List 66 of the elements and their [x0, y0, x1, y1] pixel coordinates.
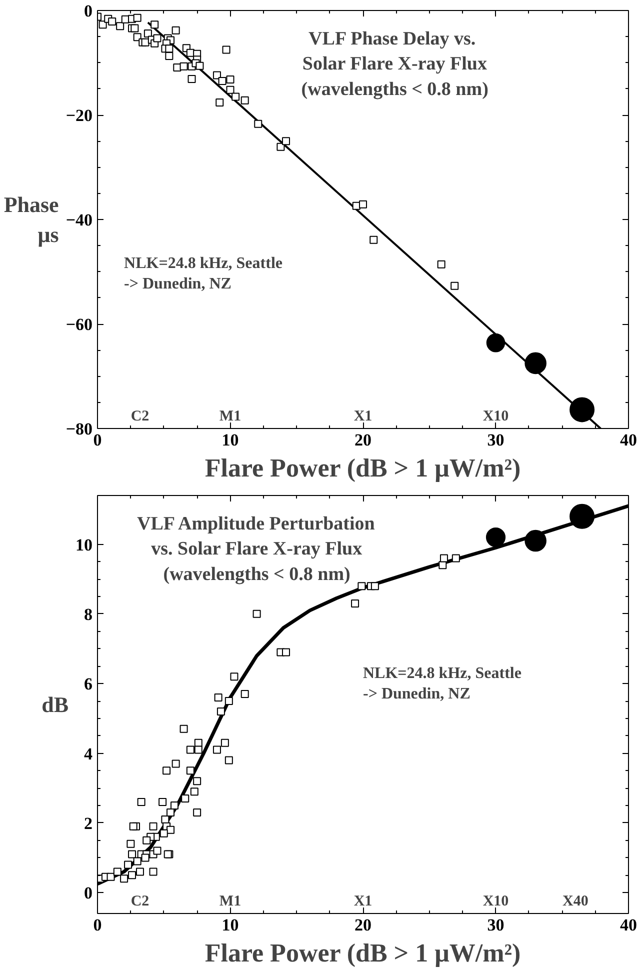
- point: [172, 26, 180, 34]
- text: VLF Phase Delay vs. Solar Flare X-ray Flux (wavelengths < 0.8 nm): [301, 28, 488, 100]
- text: VLF Amplitude Perturbation vs. Solar Flare X-ray Flux (wavelengths < 0.8 nm): [136, 514, 376, 585]
- point: [226, 86, 234, 94]
- y-tick-label: 2: [84, 814, 92, 833]
- point: [188, 74, 196, 83]
- y-tick-label: 6: [84, 674, 92, 694]
- point: [165, 44, 174, 53]
- point: [359, 200, 367, 208]
- y-axis-title: dB: [42, 692, 69, 717]
- y-tick-label: −40: [66, 210, 92, 230]
- y-tick-label: 0: [84, 884, 92, 903]
- y-tick-label: −80: [66, 420, 92, 438]
- annotation: NLK=24.8 kHz, Seattle -> Dunedin, NZ: [363, 664, 522, 702]
- point: [153, 34, 162, 42]
- annotation: C2: [130, 408, 150, 424]
- x-tick-label: 20: [354, 916, 372, 934]
- point: [180, 62, 188, 70]
- y-tick-label: 4: [84, 744, 93, 764]
- point: [218, 77, 226, 86]
- x-tick-label: 40: [620, 430, 637, 450]
- point: [222, 46, 230, 54]
- point: [276, 142, 285, 151]
- point: [370, 236, 378, 244]
- annotation: X10: [482, 894, 509, 910]
- point: [133, 33, 142, 42]
- annotation: X10: [482, 408, 509, 424]
- point: [196, 62, 204, 70]
- point: [240, 96, 249, 104]
- point: [116, 22, 124, 30]
- point: [226, 75, 234, 84]
- annotation: X1: [354, 408, 372, 424]
- point: [144, 29, 152, 38]
- point: [232, 92, 240, 101]
- annotation: X1: [354, 894, 372, 910]
- x-tick-label: 20: [354, 430, 372, 450]
- point: [216, 98, 224, 106]
- x-tick-label: 10: [222, 430, 239, 450]
- point: [133, 14, 142, 22]
- point: [254, 120, 262, 128]
- x-axis-title: Flare Power (dB > 1 μW/m²): [204, 454, 521, 482]
- y-tick-label: 10: [76, 535, 92, 554]
- y-tick-label: 0: [84, 2, 92, 20]
- annotation: M1: [219, 408, 242, 424]
- x-axis-title: Flare Power (dB > 1 μW/m²): [204, 938, 521, 968]
- point: [150, 20, 159, 29]
- x-tick-label: 40: [620, 916, 637, 934]
- annotation: C2: [130, 894, 150, 910]
- y-axis-title: Phase μs: [4, 192, 60, 247]
- annotation: X40: [562, 894, 588, 910]
- x-tick-label: 30: [487, 916, 504, 934]
- point: [450, 282, 459, 290]
- y-tick-label: −60: [66, 315, 92, 334]
- x-tick-label: 30: [487, 430, 504, 450]
- y-tick-label: −20: [66, 106, 92, 125]
- point: [130, 24, 139, 32]
- annotation: NLK=24.8 kHz, Seattle -> Dunedin, NZ: [124, 255, 282, 293]
- annotation: M1: [219, 894, 242, 910]
- point: [437, 260, 446, 268]
- point: [98, 20, 107, 29]
- point: [165, 52, 174, 60]
- point: [282, 137, 290, 146]
- y-tick-label: 8: [84, 604, 92, 624]
- point: [212, 71, 221, 80]
- point: [108, 17, 116, 26]
- x-tick-label: 10: [222, 916, 239, 934]
